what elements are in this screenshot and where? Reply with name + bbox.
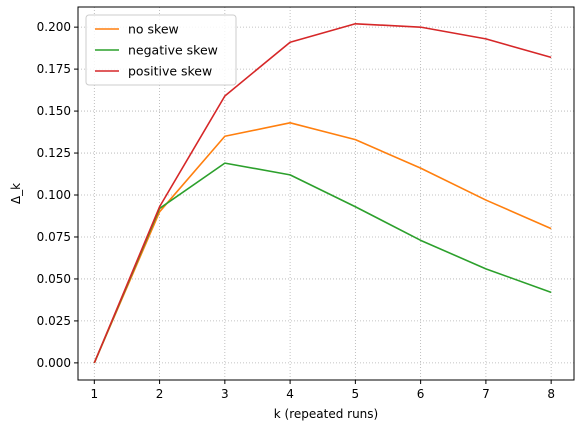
x-axis-label: k (repeated runs): [274, 407, 378, 421]
y-tick-label: 0.075: [37, 230, 71, 244]
y-tick-label: 0.125: [37, 146, 71, 160]
y-axis-label: Δ_k: [9, 183, 23, 204]
y-tick-label: 0.175: [37, 62, 71, 76]
y-tick-label: 0.000: [37, 356, 71, 370]
x-tick-label: 5: [352, 387, 360, 401]
axis-ticks: 1 2 3 4 5 6 7 8 0.000 0.025 0.050 0.075 0.100 0.125 0.…: [37, 20, 555, 401]
legend-label: negative skew: [128, 43, 218, 58]
legend-box: [85, 14, 237, 86]
x-tick-label: 6: [417, 387, 425, 401]
plot-frame: [77, 6, 575, 381]
x-tick-label: 2: [156, 387, 164, 401]
y-tick-label: 0.025: [37, 314, 71, 328]
legend-label: positive skew: [128, 64, 212, 79]
y-tick-label: 0.100: [37, 188, 71, 202]
series-lines: [93, 22, 552, 364]
y-tick-label: 0.050: [37, 272, 71, 286]
x-tick-label: 4: [286, 387, 294, 401]
x-tick-label: 7: [482, 387, 490, 401]
grid: [78, 7, 574, 380]
series-line-no-skew: [93, 122, 552, 364]
x-tick-label: 1: [90, 387, 98, 401]
y-tick-label: 0.200: [37, 20, 71, 34]
y-tick-label: 0.150: [37, 104, 71, 118]
series-line-negative-skew: [93, 162, 552, 364]
x-tick-label: 8: [547, 387, 555, 401]
x-tick-label: 3: [221, 387, 229, 401]
legend: no skew negative skew positive skew: [85, 14, 237, 86]
series-line-positive-skew: [93, 22, 552, 364]
legend-label: no skew: [128, 22, 179, 37]
